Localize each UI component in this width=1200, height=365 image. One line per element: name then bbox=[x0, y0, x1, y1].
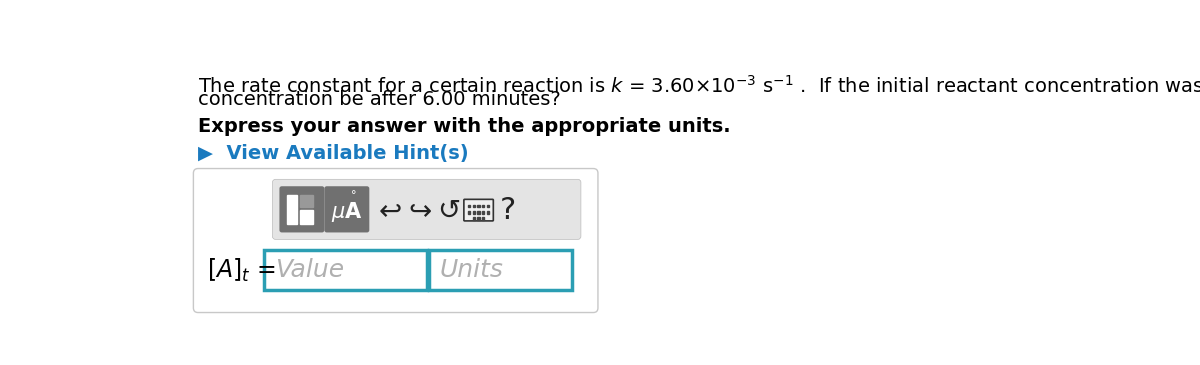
Text: $\mu$A: $\mu$A bbox=[331, 200, 362, 224]
Text: ↪: ↪ bbox=[408, 197, 431, 225]
Bar bbox=[482, 205, 485, 207]
Bar bbox=[300, 195, 313, 207]
Bar bbox=[478, 218, 480, 220]
Text: ↩: ↩ bbox=[379, 197, 402, 225]
FancyBboxPatch shape bbox=[264, 250, 427, 290]
FancyBboxPatch shape bbox=[430, 250, 572, 290]
Bar bbox=[482, 211, 485, 214]
Bar bbox=[478, 205, 480, 207]
Bar bbox=[468, 205, 470, 207]
Text: ↺: ↺ bbox=[438, 197, 461, 225]
Bar bbox=[473, 205, 475, 207]
Bar bbox=[468, 211, 470, 214]
Text: The rate constant for a certain reaction is $k$ = 3.60×10$^{-3}$ s$^{-1}$ .  If : The rate constant for a certain reaction… bbox=[198, 73, 1200, 97]
Bar bbox=[473, 211, 475, 214]
Text: $[A]_t$ =: $[A]_t$ = bbox=[208, 257, 276, 284]
FancyBboxPatch shape bbox=[280, 186, 324, 233]
FancyBboxPatch shape bbox=[464, 199, 493, 221]
Bar bbox=[473, 218, 475, 220]
Bar bbox=[478, 211, 480, 214]
Text: ▶  View Available Hint(s): ▶ View Available Hint(s) bbox=[198, 144, 469, 163]
Text: Units: Units bbox=[440, 258, 504, 282]
Bar bbox=[287, 195, 298, 224]
FancyBboxPatch shape bbox=[193, 169, 598, 312]
Text: ?: ? bbox=[500, 196, 516, 226]
Bar bbox=[482, 218, 485, 220]
Text: Express your answer with the appropriate units.: Express your answer with the appropriate… bbox=[198, 117, 731, 136]
Text: °: ° bbox=[352, 191, 356, 200]
FancyBboxPatch shape bbox=[324, 186, 370, 233]
FancyBboxPatch shape bbox=[272, 179, 581, 239]
Bar bbox=[487, 211, 490, 214]
Text: Value: Value bbox=[275, 258, 344, 282]
Text: concentration be after 6.00 minutes?: concentration be after 6.00 minutes? bbox=[198, 90, 560, 109]
Bar bbox=[300, 210, 313, 224]
Bar bbox=[487, 205, 490, 207]
